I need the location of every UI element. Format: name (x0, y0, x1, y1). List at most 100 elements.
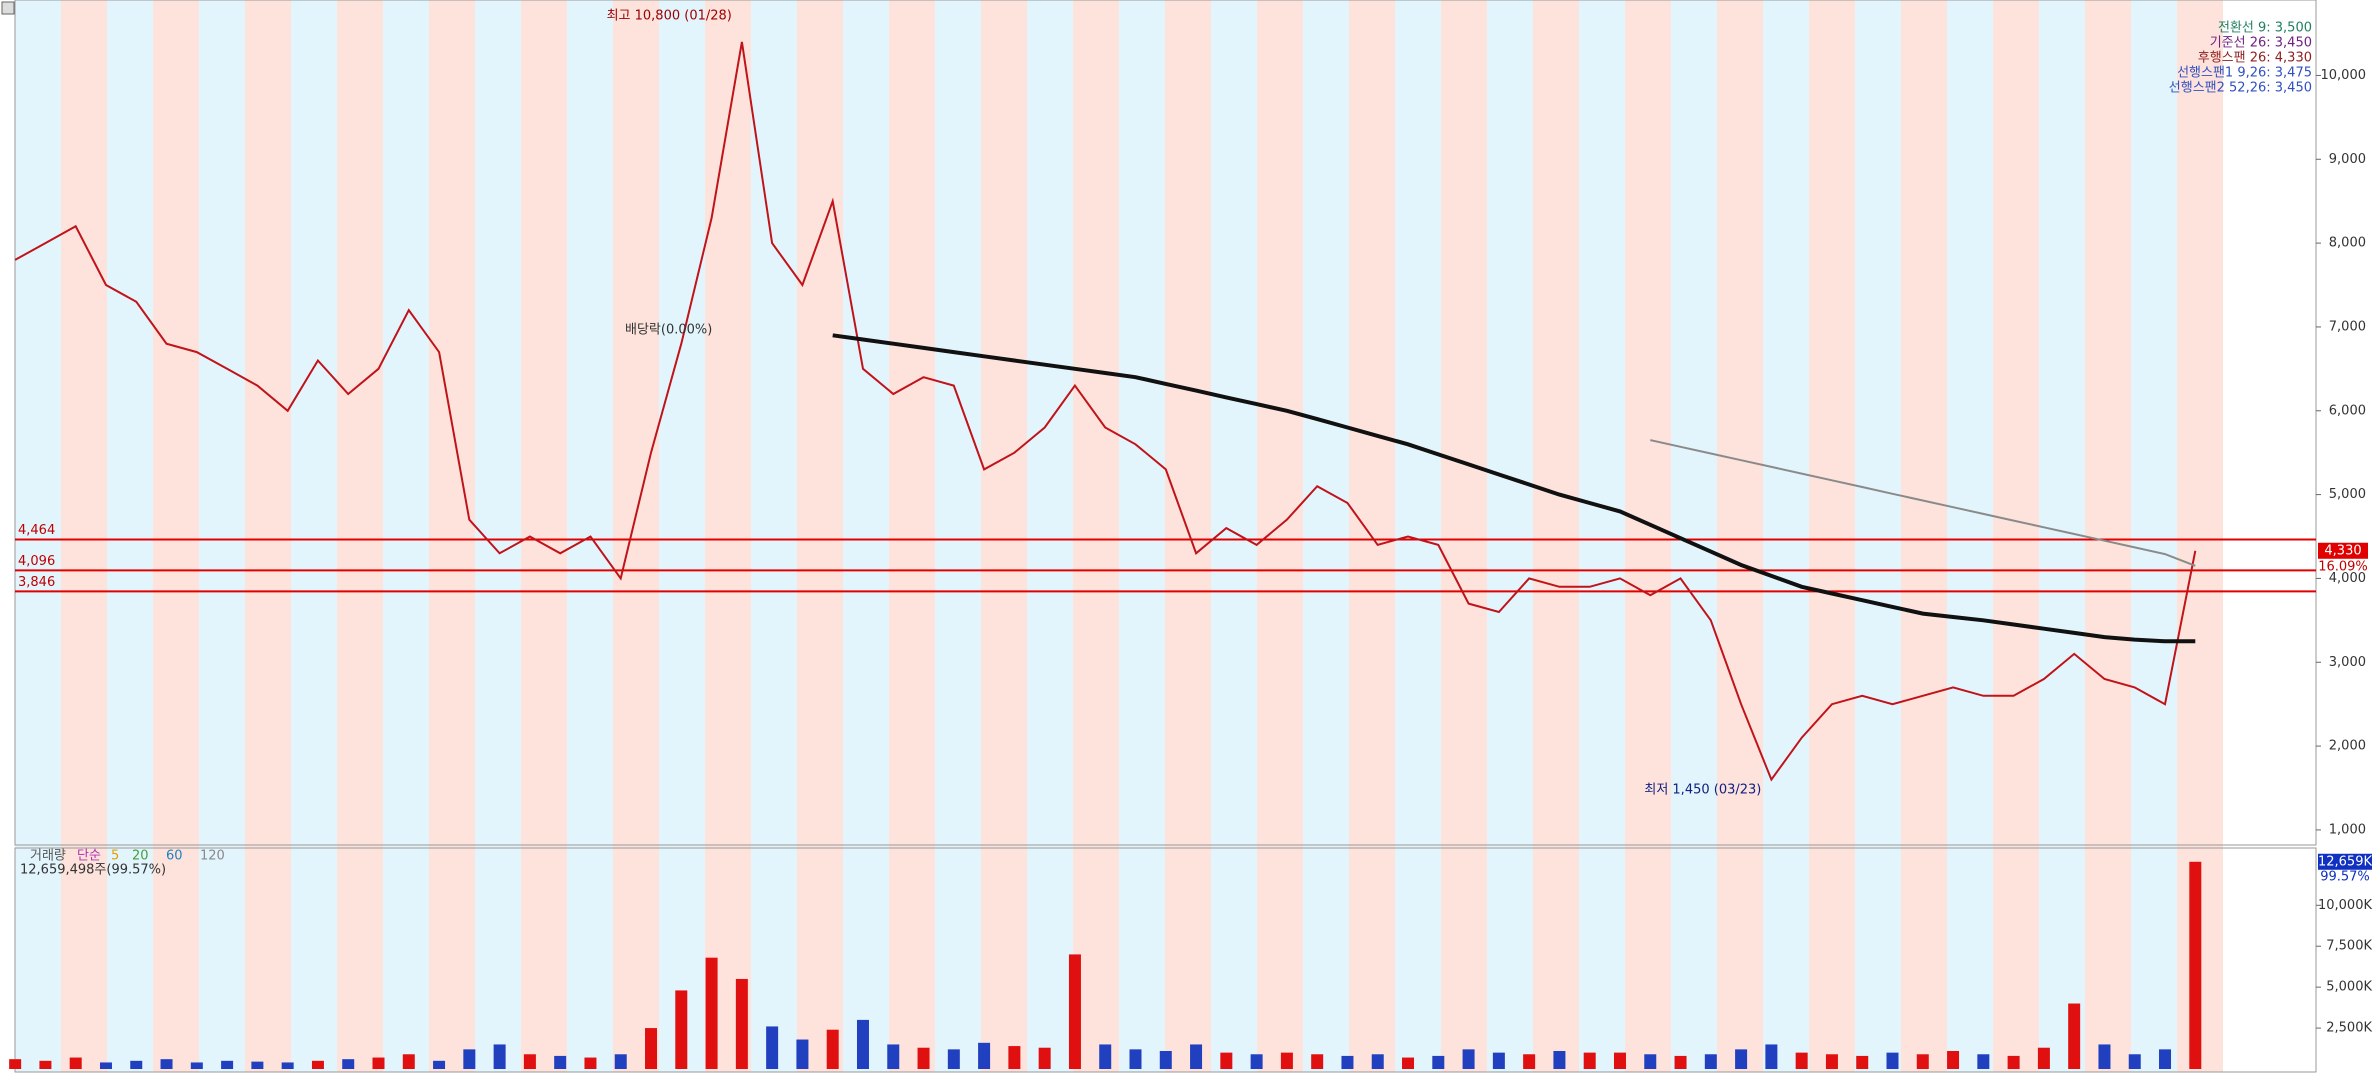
volume-bar (69, 1057, 82, 1069)
volume-bar (311, 1060, 324, 1069)
volume-bar (402, 1054, 415, 1069)
volume-bar (1735, 1049, 1748, 1069)
band (797, 0, 843, 1072)
band (843, 0, 889, 1072)
volume-tag (2318, 853, 2372, 870)
volume-bar (1280, 1052, 1293, 1069)
volume-bar (978, 1042, 991, 1069)
volume-bar (372, 1057, 385, 1069)
change-label: 99.57% (2320, 869, 2370, 884)
band (1257, 0, 1303, 1072)
y-tick-label: 7,500K (2326, 939, 2372, 954)
band (981, 0, 1027, 1072)
volume-bar (2159, 1049, 2172, 1069)
volume-bar (584, 1057, 597, 1069)
volume-bar (1341, 1055, 1354, 1069)
volume-bar (251, 1061, 264, 1069)
volume-bar (221, 1060, 234, 1069)
volume-bar (2189, 861, 2202, 1069)
volume-bar (1190, 1044, 1203, 1069)
y-tick-label: 2,500K (2326, 1021, 2372, 1036)
volume-bar (9, 1059, 22, 1069)
volume-bar (1674, 1055, 1687, 1069)
volume-bar (1765, 1044, 1778, 1069)
band (889, 0, 935, 1072)
band (429, 0, 475, 1072)
volume-bar (1038, 1047, 1051, 1069)
volume-bar (887, 1044, 900, 1069)
volume-bar (2007, 1055, 2020, 1069)
volume-bar (1492, 1052, 1505, 1069)
band (521, 0, 567, 1072)
volume-bar (1947, 1050, 1960, 1069)
volume-bar (645, 1028, 658, 1069)
band (383, 0, 429, 1072)
volume-bar (826, 1029, 839, 1069)
volume-bar (1613, 1052, 1626, 1069)
volume-panel (14, 847, 2317, 1073)
volume-bar (735, 978, 748, 1069)
band (291, 0, 337, 1072)
volume-bar (856, 1019, 869, 1069)
volume-bar (1068, 954, 1081, 1069)
volume-bar (1886, 1052, 1899, 1069)
band (1717, 0, 1763, 1072)
band (751, 0, 797, 1072)
band (1855, 0, 1901, 1072)
band (1901, 0, 1947, 1072)
volume-bar (766, 1026, 779, 1069)
y-tick-label: 7,000 (2329, 319, 2366, 334)
band (705, 0, 751, 1072)
volume-bar (523, 1054, 536, 1069)
volume-bar (160, 1059, 173, 1069)
band (245, 0, 291, 1072)
band (107, 0, 153, 1072)
y-tick-label: 6,000 (2329, 403, 2366, 418)
legend-entry: 단순 (77, 849, 101, 864)
band (659, 0, 705, 1072)
volume-bar (2098, 1044, 2111, 1069)
volume-total: 12,659,498주(99.57%) (20, 863, 166, 878)
volume-bar (2128, 1054, 2141, 1069)
volume-bar (1644, 1054, 1657, 1069)
volume-bar (1704, 1054, 1717, 1069)
legend-entry: 60 (166, 849, 183, 864)
band (1579, 0, 1625, 1072)
volume-bar (796, 1039, 809, 1069)
band (1809, 0, 1855, 1072)
volume-bar (463, 1049, 476, 1069)
volume-bar (190, 1062, 203, 1069)
volume-bar (1220, 1052, 1233, 1069)
legend-entry: 기준선 26: 3,450 (2210, 36, 2312, 51)
band (61, 0, 107, 1072)
volume-bar (1099, 1044, 1112, 1069)
y-tick-label: 2,000 (2329, 739, 2366, 754)
volume-bar (1553, 1050, 1566, 1069)
band (1303, 0, 1349, 1072)
volume-bar (1311, 1054, 1324, 1069)
volume-bar (433, 1060, 446, 1069)
legend-entry: 20 (132, 849, 149, 864)
volume-bar (1371, 1054, 1384, 1069)
level-label: 3,846 (18, 575, 55, 590)
price-line (832, 333, 2196, 644)
legend-entry: 선행스팬2 52,26: 3,450 (2169, 80, 2312, 96)
y-tick-label: 9,000 (2329, 152, 2366, 167)
volume-bar (493, 1044, 506, 1069)
band (935, 0, 981, 1072)
volume-bar (1916, 1054, 1929, 1069)
price-panel (14, 0, 2317, 846)
volume-bar (917, 1047, 930, 1069)
y-tick-label: 4,000 (2329, 571, 2366, 586)
band (153, 0, 199, 1072)
volume-bar (99, 1062, 112, 1069)
menu-icon[interactable] (1, 1, 15, 15)
band (2131, 0, 2177, 1072)
band (1993, 0, 2039, 1072)
band (1763, 0, 1809, 1072)
volume-bar (705, 957, 718, 1069)
band (1211, 0, 1257, 1072)
band (2085, 0, 2131, 1072)
volume-bar (1159, 1050, 1172, 1069)
legend-entry: 거래량 (30, 849, 66, 864)
